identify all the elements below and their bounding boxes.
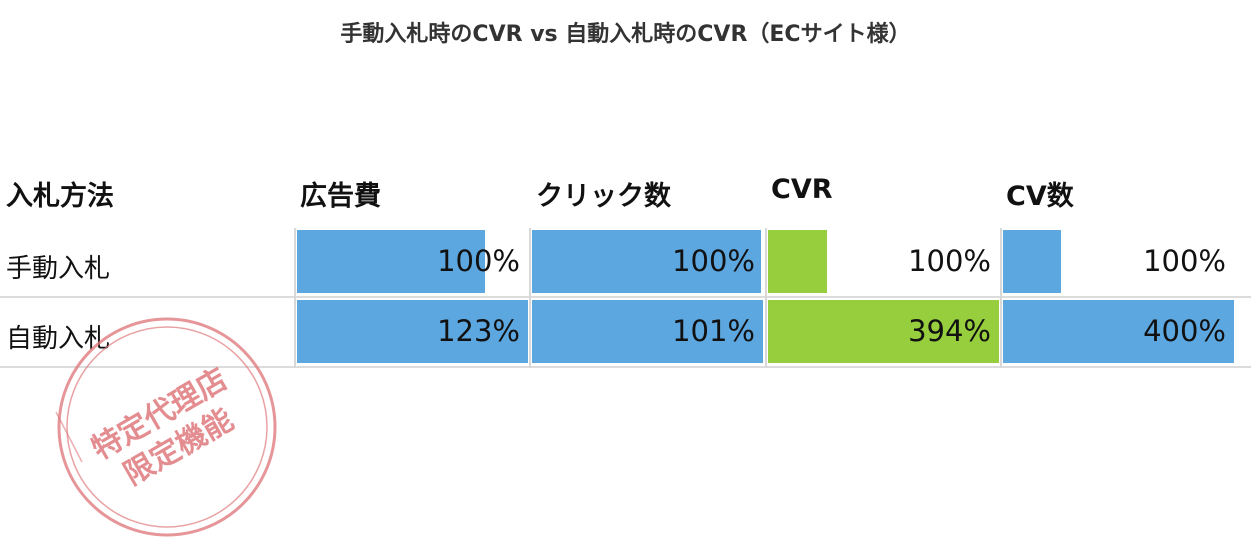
bar-manual-cv-count [1003, 230, 1061, 293]
value-label-manual-cvr: 100% [908, 244, 991, 278]
cell-auto-clicks: 101% [532, 300, 763, 363]
bar-auto-clicks [532, 300, 763, 363]
value-label-auto-ad-cost: 123% [437, 314, 520, 348]
chart-title: 手動入札時のCVR vs 自動入札時のCVR（ECサイト様） [340, 22, 911, 47]
bar-auto-cv-count [1003, 300, 1234, 363]
header-bid-method: 入札方法 [6, 181, 114, 212]
row-divider [0, 296, 1251, 298]
cell-auto-cv-count: 400% [1003, 300, 1234, 363]
cell-auto-cvr: 394% [768, 300, 999, 363]
column-separator [765, 228, 767, 368]
value-label-auto-cv-count: 400% [1143, 314, 1226, 348]
column-separator [529, 228, 531, 368]
cell-manual-clicks: 100% [532, 230, 763, 293]
svg-text:特定代理店: 特定代理店 [86, 362, 233, 467]
column-separator [294, 228, 296, 368]
value-label-auto-cvr: 394% [908, 314, 991, 348]
cell-manual-cv-count: 100% [1003, 230, 1234, 293]
value-label-auto-clicks: 101% [672, 314, 755, 348]
cell-manual-ad-cost: 100% [297, 230, 528, 293]
row-divider [0, 366, 1251, 368]
svg-text:限定機能: 限定機能 [118, 402, 239, 492]
header-cv-count: CV数 [1006, 181, 1074, 212]
cell-manual-cvr: 100% [768, 230, 999, 293]
bar-manual-clicks [532, 230, 761, 293]
bar-manual-cvr [768, 230, 827, 293]
bar-auto-ad-cost [297, 300, 528, 363]
cell-auto-ad-cost: 123% [297, 300, 528, 363]
header-cvr: CVR [771, 174, 833, 205]
row-label-manual: 手動入札 [6, 254, 111, 284]
row-label-auto: 自動入札 [6, 324, 111, 354]
column-separator [1000, 228, 1002, 368]
header-ad-cost: 広告費 [300, 181, 381, 212]
header-clicks: クリック数 [536, 181, 671, 212]
value-label-manual-ad-cost: 100% [437, 244, 520, 278]
value-label-manual-cv-count: 100% [1143, 244, 1226, 278]
value-label-manual-clicks: 100% [672, 244, 755, 278]
bar-manual-ad-cost [297, 230, 485, 293]
bar-auto-cvr [768, 300, 999, 363]
